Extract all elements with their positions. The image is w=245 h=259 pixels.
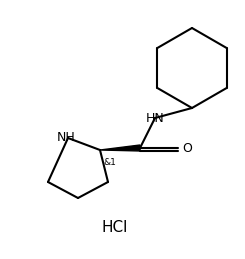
Text: O: O (182, 141, 192, 155)
Text: HCl: HCl (102, 220, 128, 235)
Polygon shape (100, 145, 140, 151)
Text: HN: HN (146, 112, 164, 125)
Text: NH: NH (57, 131, 75, 143)
Text: &1: &1 (103, 157, 116, 167)
